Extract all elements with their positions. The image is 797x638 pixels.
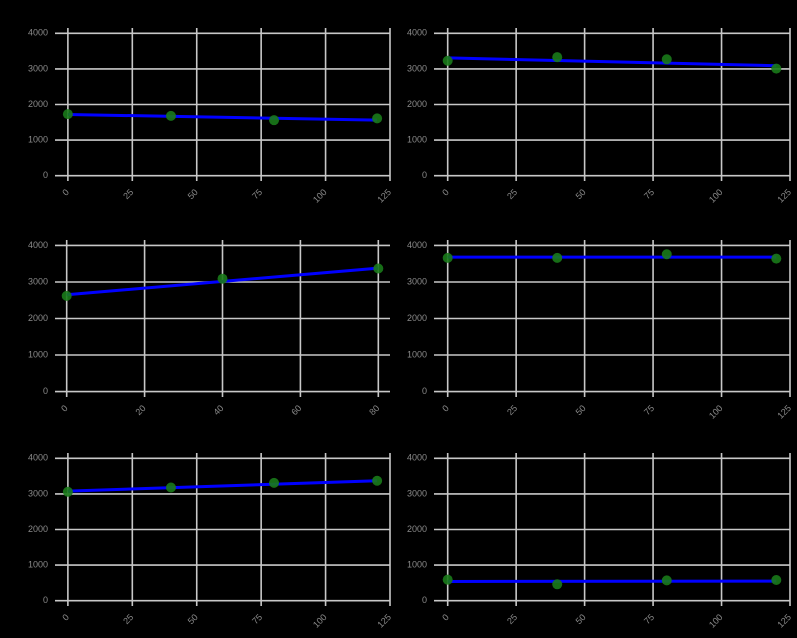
y-tick-label: 2000 bbox=[28, 99, 48, 109]
point bbox=[373, 263, 384, 274]
x-tick-label: 0 bbox=[59, 403, 70, 414]
y-tick-label: 3000 bbox=[407, 63, 427, 73]
point bbox=[61, 290, 72, 301]
point bbox=[661, 249, 672, 260]
y-tick-label: 1000 bbox=[407, 349, 427, 359]
y-tick-label: 4000 bbox=[28, 240, 48, 250]
x-tick-label: 0 bbox=[440, 187, 451, 198]
y-tick-label: 4000 bbox=[407, 240, 427, 250]
point bbox=[661, 54, 672, 65]
point bbox=[269, 115, 280, 126]
y-tick-label: 0 bbox=[43, 386, 48, 396]
point bbox=[442, 252, 453, 263]
y-tick-label: 0 bbox=[422, 386, 427, 396]
point bbox=[372, 475, 383, 486]
point bbox=[62, 109, 73, 120]
fit-line bbox=[447, 56, 777, 68]
x-tick-label: 0 bbox=[440, 612, 451, 623]
y-tick-label: 4000 bbox=[407, 28, 427, 38]
y-tick-label: 0 bbox=[43, 595, 48, 605]
point bbox=[217, 273, 228, 284]
point bbox=[661, 575, 672, 586]
y-tick-label: 1000 bbox=[28, 559, 48, 569]
y-tick-label: 4000 bbox=[407, 453, 427, 463]
y-tick-label: 1000 bbox=[28, 349, 48, 359]
point bbox=[62, 486, 73, 497]
x-tick-label: 0 bbox=[440, 403, 451, 414]
y-tick-label: 4000 bbox=[28, 453, 48, 463]
x-tick-label: 0 bbox=[60, 187, 71, 198]
point bbox=[269, 477, 280, 488]
y-tick-label: 3000 bbox=[407, 488, 427, 498]
y-tick-label: 3000 bbox=[28, 63, 48, 73]
y-tick-label: 2000 bbox=[28, 524, 48, 534]
point bbox=[442, 55, 453, 66]
point bbox=[771, 253, 782, 264]
point bbox=[552, 52, 563, 63]
fit-line bbox=[67, 112, 378, 122]
point bbox=[771, 575, 782, 586]
y-tick-label: 3000 bbox=[28, 488, 48, 498]
point bbox=[552, 252, 563, 263]
point bbox=[442, 574, 453, 585]
x-tick-label: 0 bbox=[60, 612, 71, 623]
point bbox=[552, 579, 563, 590]
y-tick-label: 3000 bbox=[28, 276, 48, 286]
y-tick-label: 0 bbox=[422, 170, 427, 180]
point bbox=[165, 110, 176, 121]
y-tick-label: 0 bbox=[43, 170, 48, 180]
y-tick-label: 2000 bbox=[407, 99, 427, 109]
y-tick-label: 2000 bbox=[407, 313, 427, 323]
point bbox=[771, 63, 782, 74]
y-tick-label: 2000 bbox=[407, 524, 427, 534]
y-tick-label: 0 bbox=[422, 595, 427, 605]
y-tick-label: 4000 bbox=[28, 28, 48, 38]
y-tick-label: 1000 bbox=[407, 559, 427, 569]
y-tick-label: 2000 bbox=[28, 313, 48, 323]
point bbox=[165, 482, 176, 493]
y-tick-label: 1000 bbox=[407, 134, 427, 144]
y-tick-label: 3000 bbox=[407, 276, 427, 286]
point bbox=[372, 113, 383, 124]
y-tick-label: 1000 bbox=[28, 134, 48, 144]
fit-line bbox=[67, 479, 378, 493]
